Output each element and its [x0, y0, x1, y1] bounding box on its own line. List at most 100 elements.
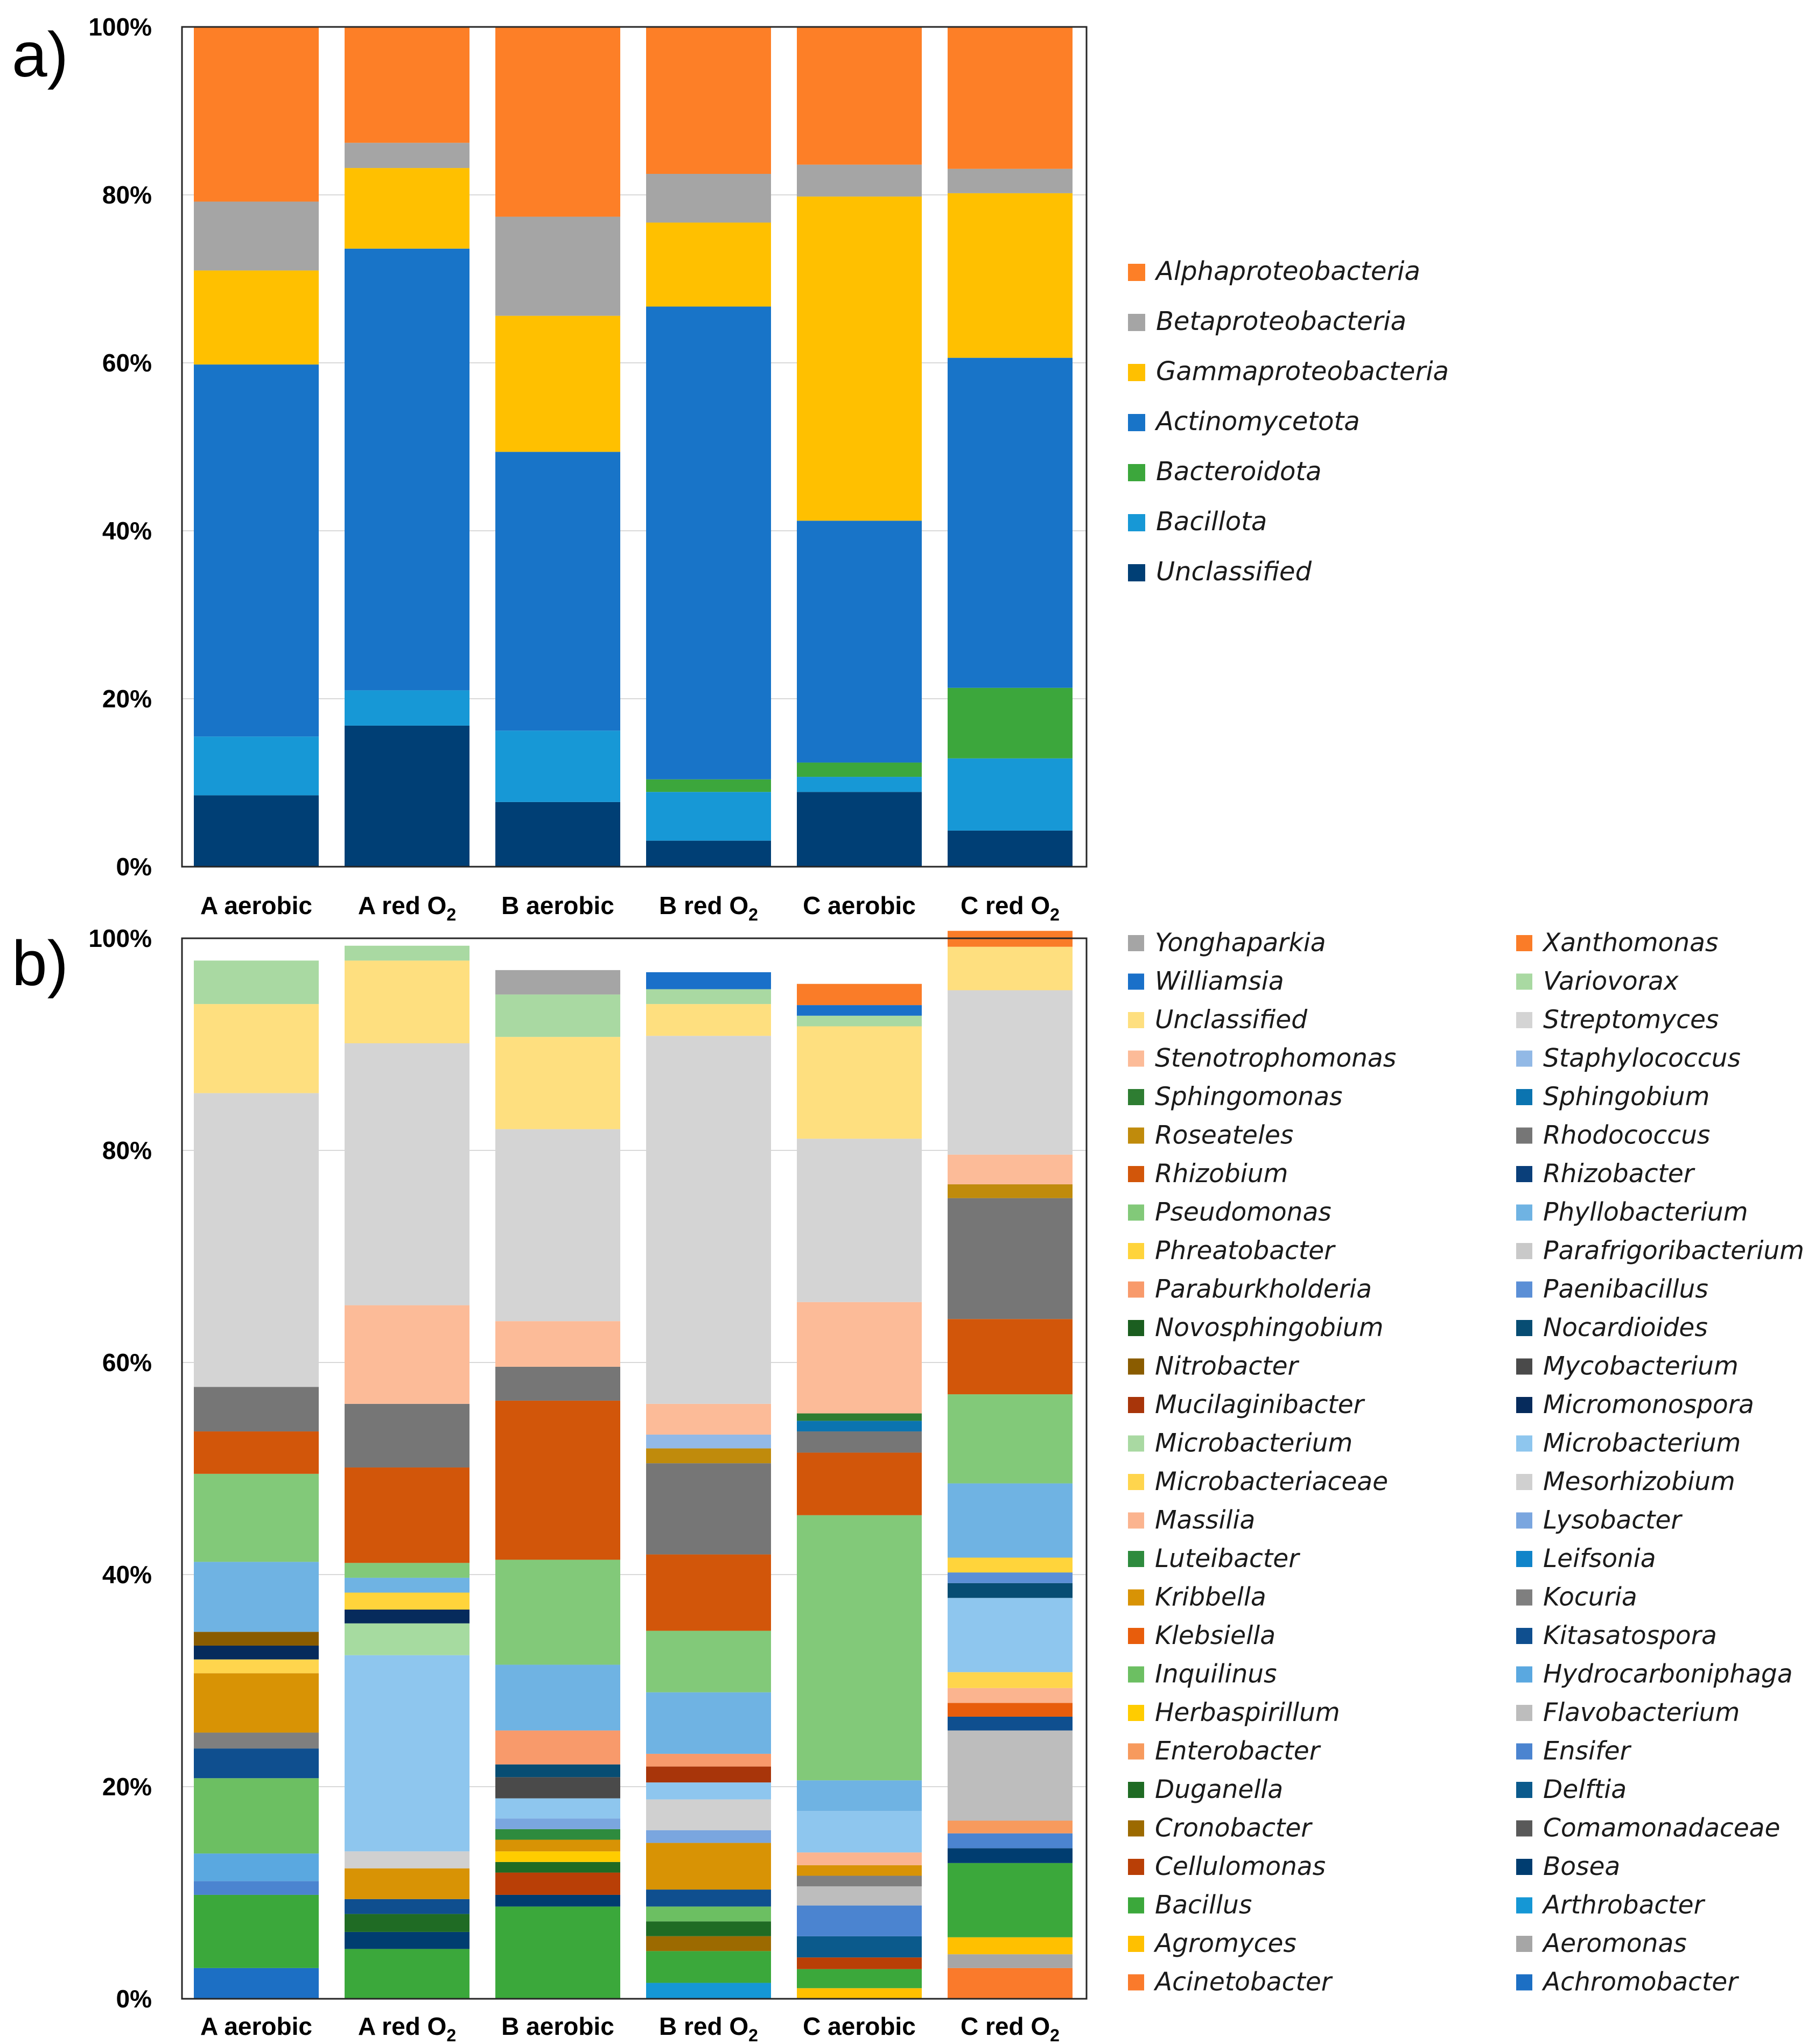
y-tick-label: 60%	[102, 349, 152, 377]
legend-swatch	[1128, 1127, 1144, 1144]
bar-segment-unclassified	[495, 802, 620, 867]
bar-segment-microbacterium	[495, 1798, 620, 1819]
legend-label: Ensifer	[1543, 1737, 1631, 1766]
legend-label: Inquilinus	[1155, 1660, 1277, 1689]
legend-swatch	[1128, 1435, 1144, 1452]
legend-swatch	[1516, 1936, 1532, 1952]
bar-segment-bacillus	[345, 1949, 469, 1999]
bar-segment-microbacteriaceae	[948, 1672, 1073, 1688]
legend-swatch	[1516, 1320, 1532, 1336]
bar-segment-phyllobacterium	[194, 1562, 319, 1632]
bar-segment-phyllobacterium	[646, 1692, 771, 1754]
legend-label: Kribbella	[1155, 1583, 1266, 1612]
legend-label: Enterobacter	[1155, 1737, 1321, 1766]
bar-segment-yonghaparkia	[495, 970, 620, 995]
bar-segment-pseudomonas	[345, 1563, 469, 1578]
legend-swatch	[1516, 1474, 1532, 1490]
legend-label: Paenibacillus	[1543, 1275, 1708, 1304]
bar-segment-alphaproteobacteria	[194, 27, 319, 202]
bar-segment-bacillus	[194, 1894, 319, 1968]
bar-segment-stenotrophomonas	[646, 1403, 771, 1435]
bar-segment-paenibacillus	[948, 1572, 1073, 1583]
legend-swatch	[1128, 564, 1145, 581]
legend-label: Gammaproteobacteria	[1156, 356, 1449, 387]
bar-segment-streptomyces	[948, 990, 1073, 1155]
legend-label: Unclassified	[1156, 557, 1312, 587]
legend-swatch	[1128, 973, 1144, 990]
bar-segment-rhizobium	[194, 1431, 319, 1474]
bar-segment-ensifer	[797, 1905, 922, 1936]
bar-segment-microbacterium	[646, 1782, 771, 1800]
legend-label: Kocuria	[1543, 1583, 1637, 1612]
y-tick-label: 80%	[102, 1136, 152, 1164]
legend-swatch	[1516, 1243, 1532, 1259]
bar-segment-klebsiella	[948, 1703, 1073, 1717]
bar-segment-phyllobacterium	[495, 1664, 620, 1731]
bar-segment-rhizobium	[948, 1319, 1073, 1395]
bar-segment-kitasatospora	[948, 1716, 1073, 1731]
legend-swatch	[1128, 1320, 1144, 1336]
bar-segment-micromonospora	[194, 1645, 319, 1660]
bar-segment-streptomyces	[194, 1093, 319, 1387]
legend-swatch	[1128, 1897, 1144, 1914]
legend-swatch	[1128, 1936, 1144, 1952]
bar-segment-roseateles	[646, 1448, 771, 1464]
bar-segment-gammaproteobacteria	[194, 270, 319, 365]
bar-segment-alphaproteobacteria	[948, 27, 1073, 169]
bar-segment-pseudomonas	[948, 1394, 1073, 1484]
legend-swatch	[1128, 1012, 1144, 1028]
legend-label: Xanthomonas	[1541, 928, 1718, 958]
bar-segment-rhodococcus	[948, 1198, 1073, 1319]
legend-label: Acinetobacter	[1153, 1968, 1333, 1997]
bar-segment-streptomyces	[646, 1036, 771, 1404]
legend-label: Herbaspirillum	[1155, 1698, 1340, 1727]
legend-label: Phreatobacter	[1155, 1236, 1336, 1266]
legend-label: Aeromonas	[1541, 1929, 1687, 1958]
bar-segment-variovorax	[194, 960, 319, 1005]
bar-segment-bacillota	[495, 730, 620, 802]
bar-segment-rhizobium	[646, 1554, 771, 1631]
legend-swatch	[1128, 1050, 1144, 1067]
legend-label: Mucilaginibacter	[1155, 1390, 1365, 1420]
bar-segment-rhodococcus	[797, 1431, 922, 1453]
bar-segment-stenotrophomonas	[495, 1321, 620, 1367]
bar-segment-bacillota	[646, 792, 771, 841]
category-label: B red O2	[659, 2012, 758, 2044]
bar-segment-kribbella	[194, 1673, 319, 1733]
bar-segment-variovorax	[797, 1015, 922, 1027]
bar-segment-inquilinus	[194, 1778, 319, 1854]
legend-label: Variovorax	[1543, 967, 1679, 996]
legend-swatch	[1128, 464, 1145, 481]
bar-segment-actinomycetota	[495, 452, 620, 731]
bar-segment-bosea	[495, 1894, 620, 1907]
legend-label: Comamonadaceae	[1543, 1814, 1780, 1843]
legend-label: Unclassified	[1155, 1005, 1308, 1035]
category-label: C red O2	[961, 2012, 1060, 2044]
bar-segment-unclassified	[797, 1026, 922, 1139]
bar-segment-inquilinus	[646, 1906, 771, 1922]
bar-segment-kocuria	[194, 1732, 319, 1749]
bar-segment-staphylococcus	[646, 1434, 771, 1449]
legend-label: Hydrocarboniphaga	[1543, 1660, 1793, 1689]
bar-segment-bosea	[948, 1848, 1073, 1863]
panel-a-label: a)	[12, 19, 68, 90]
legend-label: Agromyces	[1153, 1929, 1297, 1958]
category-label: B aerobic	[501, 891, 614, 919]
bar-segment-kitasatospora	[194, 1748, 319, 1779]
bar-segment-actinomycetota	[797, 521, 922, 763]
y-tick-label: 20%	[102, 685, 152, 713]
bar-segment-paraburkholderia	[646, 1753, 771, 1767]
legend-label: Klebsiella	[1155, 1621, 1276, 1650]
bar-segment-bacillus	[646, 1951, 771, 1983]
bar-segment-betaproteobacteria	[797, 164, 922, 197]
category-label: C aerobic	[803, 891, 916, 919]
legend-swatch	[1516, 1551, 1532, 1567]
legend-swatch	[1516, 1397, 1532, 1413]
bar-segment-flavobacterium	[948, 1730, 1073, 1821]
bar-segment-variovorax	[495, 994, 620, 1037]
legend-label: Pseudomonas	[1155, 1198, 1332, 1227]
bar-segment-bacillota	[194, 736, 319, 796]
bar-segment-pseudomonas	[194, 1473, 319, 1562]
bar-segment-rhodococcus	[495, 1366, 620, 1401]
bar-segment-unclassified	[948, 830, 1073, 867]
